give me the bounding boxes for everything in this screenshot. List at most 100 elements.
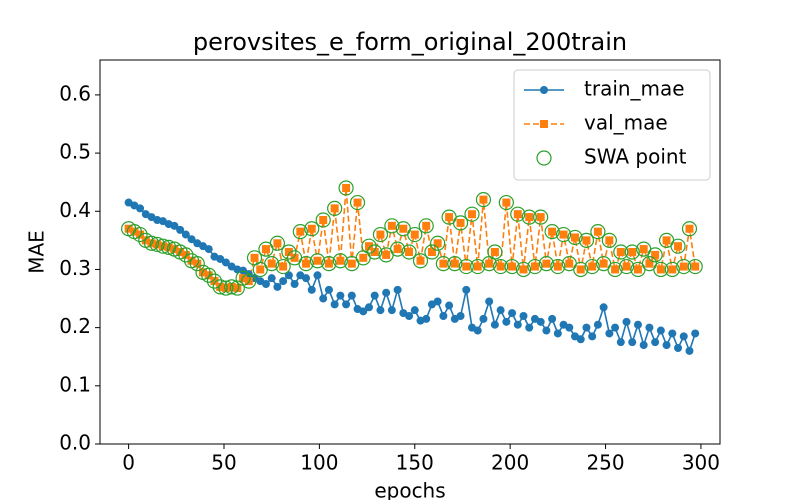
point <box>468 210 476 219</box>
point <box>309 253 326 269</box>
point <box>536 317 545 326</box>
point <box>502 198 511 207</box>
point <box>691 262 700 271</box>
point <box>633 265 642 274</box>
point <box>479 195 488 204</box>
point <box>178 247 194 263</box>
y-tick-label: 0.3 <box>59 256 91 280</box>
point <box>401 244 417 260</box>
point <box>496 262 505 271</box>
point <box>405 248 414 256</box>
point <box>582 323 591 332</box>
point <box>553 262 562 271</box>
x-tick-label: 100 <box>300 451 338 475</box>
point <box>267 259 276 268</box>
point <box>536 213 545 222</box>
point <box>567 229 583 246</box>
point <box>676 258 692 275</box>
x-tick-label: 50 <box>211 451 236 475</box>
legend-marker <box>536 150 552 166</box>
point <box>324 285 333 294</box>
point <box>530 262 539 271</box>
point <box>201 267 217 283</box>
point <box>616 338 625 347</box>
point <box>229 280 245 296</box>
point <box>452 215 469 231</box>
point <box>422 221 431 230</box>
point <box>187 235 196 244</box>
point <box>445 213 454 222</box>
point <box>601 232 617 248</box>
legend-marker <box>540 86 548 94</box>
point <box>681 221 698 237</box>
point <box>313 256 322 265</box>
point <box>416 256 425 265</box>
point <box>656 265 665 274</box>
point <box>519 265 528 274</box>
point <box>336 256 345 265</box>
point <box>292 224 308 240</box>
point <box>502 317 511 326</box>
point <box>456 218 465 227</box>
point <box>439 259 448 268</box>
point <box>275 258 291 275</box>
point <box>493 258 509 275</box>
legend-label: train_mae <box>584 77 685 101</box>
legend-marker <box>540 120 548 128</box>
point <box>376 230 385 239</box>
point <box>387 306 396 315</box>
point <box>611 323 620 332</box>
point <box>458 258 474 275</box>
series-line <box>128 187 696 289</box>
point <box>315 212 331 228</box>
point <box>662 236 671 245</box>
point <box>264 256 280 272</box>
point <box>687 258 703 275</box>
point <box>593 320 602 329</box>
point <box>284 248 293 256</box>
point <box>573 261 589 278</box>
point <box>330 204 339 213</box>
point <box>422 314 431 323</box>
point <box>319 216 328 224</box>
point <box>261 245 270 254</box>
point <box>250 253 259 262</box>
point <box>424 244 440 260</box>
point <box>212 279 228 295</box>
point <box>313 271 322 280</box>
point <box>565 323 574 332</box>
point <box>279 262 288 271</box>
point <box>490 320 499 329</box>
point <box>433 239 442 248</box>
point <box>490 248 499 256</box>
point <box>475 192 492 208</box>
point <box>462 285 471 294</box>
point <box>645 323 654 332</box>
point <box>599 259 608 268</box>
legend-label: val_mae <box>584 111 668 135</box>
point <box>304 221 320 237</box>
point <box>342 300 351 309</box>
point <box>611 265 620 274</box>
point <box>645 259 654 268</box>
point <box>370 248 379 256</box>
chart-title: perovsites_e_form_original_200train <box>193 28 627 56</box>
point <box>330 300 339 309</box>
point <box>327 200 343 216</box>
point <box>405 312 414 320</box>
point <box>204 245 213 254</box>
point <box>136 204 145 213</box>
point <box>269 235 286 251</box>
point <box>233 284 242 293</box>
point <box>607 261 623 278</box>
point <box>633 320 642 329</box>
point <box>456 312 465 320</box>
point <box>281 244 297 260</box>
point <box>533 209 549 225</box>
point <box>542 326 551 335</box>
point <box>216 282 225 291</box>
legend: train_mae val_mae SWA point <box>513 69 711 181</box>
point <box>224 279 240 295</box>
point <box>550 258 566 275</box>
